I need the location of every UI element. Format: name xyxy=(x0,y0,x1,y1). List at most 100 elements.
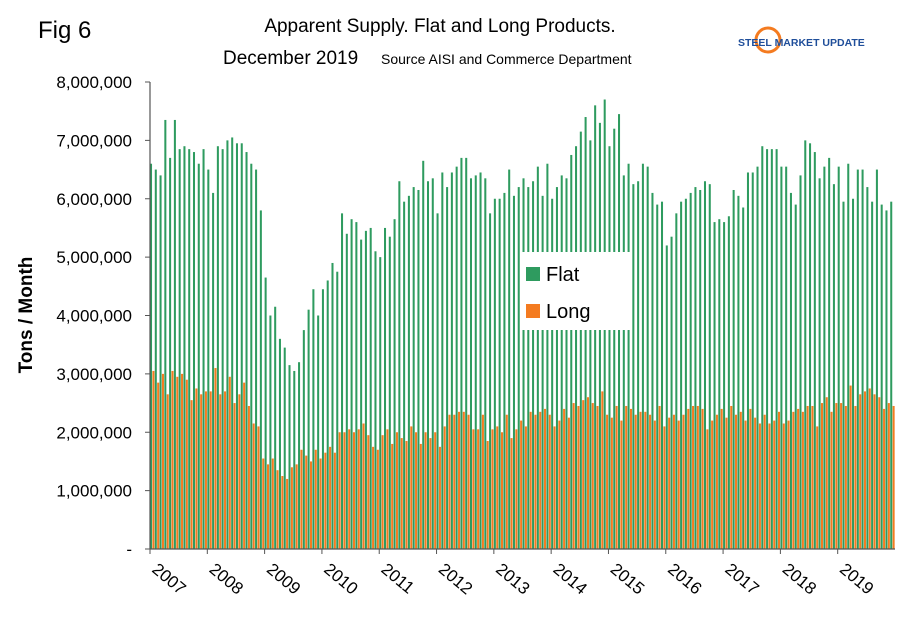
bar xyxy=(785,166,788,550)
x-tick-label: 2017 xyxy=(721,560,762,599)
bar xyxy=(372,446,375,549)
bar xyxy=(584,117,587,550)
bar xyxy=(154,169,157,549)
bar xyxy=(742,207,745,549)
bar xyxy=(352,432,355,549)
bar xyxy=(653,420,656,549)
bar xyxy=(295,464,298,549)
bar xyxy=(608,146,611,549)
legend-swatch xyxy=(526,267,540,281)
bar xyxy=(209,391,212,549)
bar xyxy=(885,210,888,550)
bar xyxy=(391,443,394,549)
x-tick-label: 2010 xyxy=(320,560,361,599)
bar xyxy=(489,213,492,549)
bar xyxy=(312,289,315,549)
y-tick-label: 7,000,000 xyxy=(56,131,132,150)
bar xyxy=(770,149,773,549)
bar xyxy=(615,405,618,549)
bar xyxy=(474,175,477,549)
bar xyxy=(797,408,800,549)
bar xyxy=(532,181,535,550)
chart-subtitle: December 2019 xyxy=(223,48,358,69)
bar xyxy=(689,192,692,549)
bar xyxy=(202,149,205,549)
bar xyxy=(393,219,396,549)
bar xyxy=(837,166,840,550)
x-tick-label: 2013 xyxy=(492,560,533,599)
bar xyxy=(388,236,391,549)
bar xyxy=(873,394,876,549)
bar xyxy=(455,166,458,550)
bar xyxy=(809,143,812,549)
bar xyxy=(875,169,878,549)
bar xyxy=(503,192,506,549)
bar xyxy=(816,426,819,549)
bar xyxy=(598,122,601,550)
bar xyxy=(844,405,847,549)
bar xyxy=(725,417,728,549)
bar xyxy=(188,149,191,549)
bar xyxy=(541,195,544,550)
bar xyxy=(429,438,432,549)
bar xyxy=(646,166,649,550)
chart-title: Apparent Supply. Flat and Long Products. xyxy=(264,16,615,37)
bar xyxy=(281,476,284,549)
bar xyxy=(302,330,305,549)
bar xyxy=(601,391,604,549)
bar xyxy=(407,195,410,550)
figure-label: Fig 6 xyxy=(38,17,91,44)
bar xyxy=(732,189,735,549)
bar xyxy=(192,152,196,550)
bar xyxy=(708,184,711,549)
y-tick-label: 8,000,000 xyxy=(56,73,132,92)
bar xyxy=(212,192,215,549)
bar xyxy=(255,169,258,549)
bar xyxy=(238,394,241,549)
bar xyxy=(376,449,379,549)
bar xyxy=(832,184,835,549)
bar xyxy=(723,222,726,549)
bar xyxy=(283,347,286,549)
bar xyxy=(214,368,217,549)
bar xyxy=(293,370,296,549)
bar xyxy=(364,230,367,549)
bar xyxy=(498,198,501,549)
bar xyxy=(656,204,659,549)
y-axis-label: Tons / Month xyxy=(16,257,37,374)
bar xyxy=(665,245,668,549)
bar xyxy=(558,420,561,549)
bar xyxy=(350,219,353,549)
bar xyxy=(329,446,332,549)
bar xyxy=(539,411,542,549)
bar xyxy=(789,192,792,549)
bar xyxy=(682,414,685,549)
bar xyxy=(276,470,279,549)
bar xyxy=(754,417,757,549)
bar xyxy=(169,157,172,549)
bar xyxy=(171,370,174,549)
bar xyxy=(813,152,816,550)
y-tick-label: 6,000,000 xyxy=(56,190,132,209)
bar xyxy=(305,455,308,549)
bar xyxy=(866,187,869,549)
bar xyxy=(773,420,776,549)
bar xyxy=(221,149,224,549)
bar xyxy=(625,405,628,549)
bar xyxy=(811,405,814,549)
bar xyxy=(441,172,444,549)
y-tick-label: 4,000,000 xyxy=(56,307,132,326)
x-tick-label: 2018 xyxy=(779,560,820,599)
bar xyxy=(658,405,661,549)
bar xyxy=(469,178,472,549)
bar xyxy=(801,411,804,549)
bar xyxy=(758,423,761,549)
bar xyxy=(348,429,351,549)
bar xyxy=(524,426,527,549)
bar xyxy=(374,251,377,549)
bar xyxy=(343,432,346,549)
bar xyxy=(692,405,695,549)
bar xyxy=(379,257,382,549)
